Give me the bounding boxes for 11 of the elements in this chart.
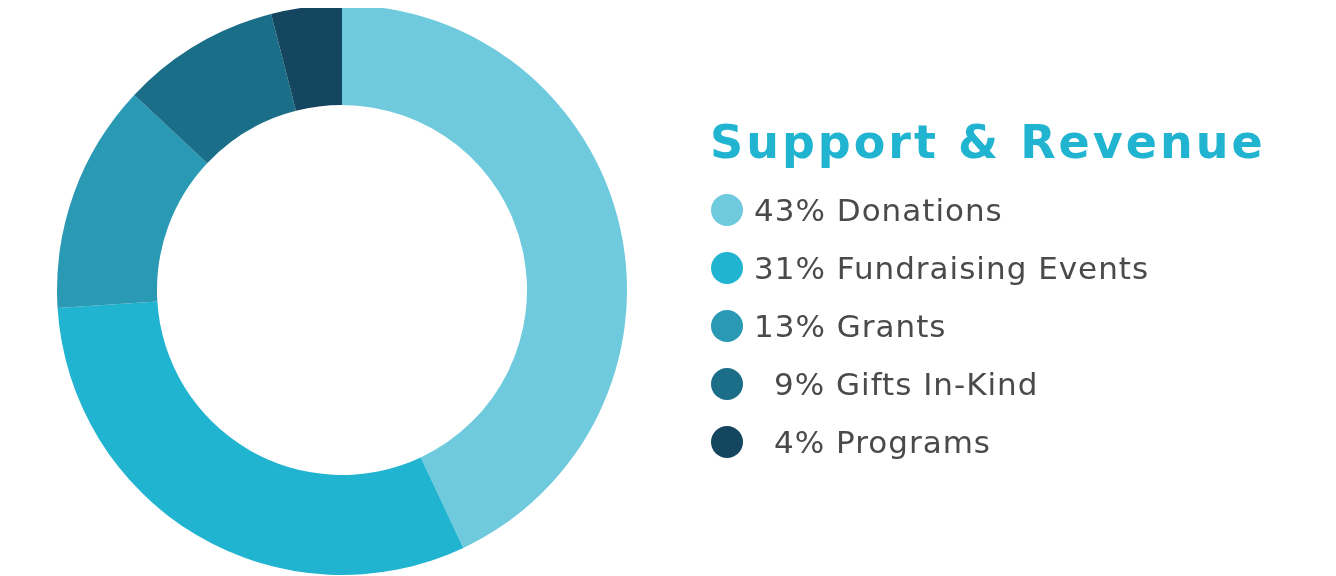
donut-slice [57,94,208,308]
legend-label: 31% Fundraising Events [754,250,1150,286]
donut-slice [57,301,464,575]
legend-label: 4% Programs [774,424,991,460]
legend-label: 9% Gifts In-Kind [774,366,1039,402]
donut-slice [134,13,296,164]
legend-label: 43% Donations [754,192,1003,228]
legend-label: 13% Grants [754,308,947,344]
donut-slice [342,8,627,548]
text: Support & Revenue [710,115,1266,169]
donut-slice [271,8,342,111]
